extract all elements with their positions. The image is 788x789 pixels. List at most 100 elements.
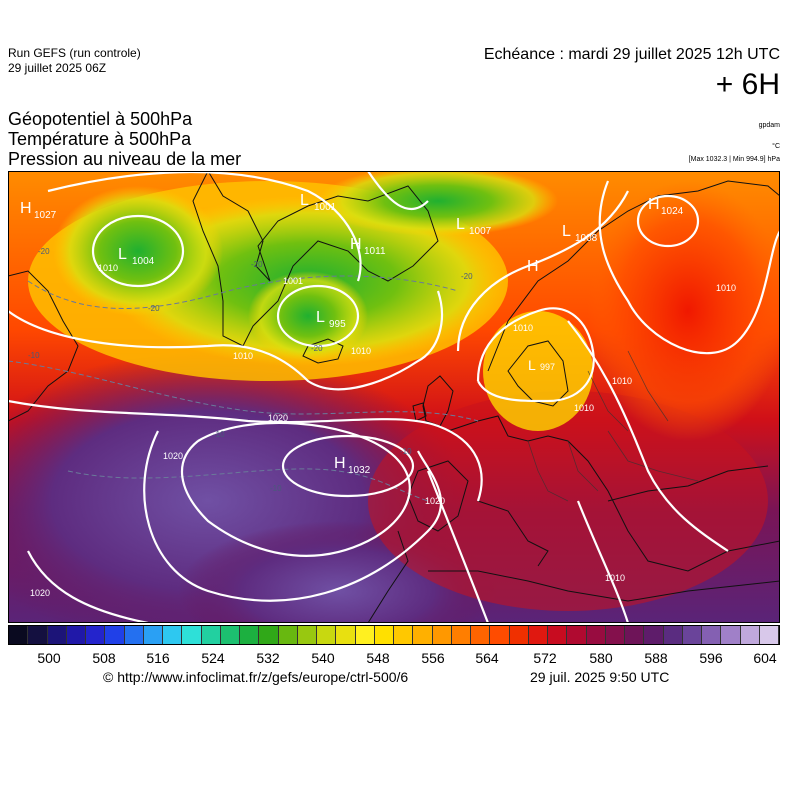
isobar-low-997 <box>476 307 595 403</box>
color-scale-swatch <box>740 626 760 644</box>
color-scale-tick: 532 <box>256 650 280 666</box>
color-scale-swatch <box>201 626 221 644</box>
iceland-coast <box>302 338 344 364</box>
center-letter: L <box>118 246 127 263</box>
isobar-1020-iberia <box>426 470 490 623</box>
center-letter: L <box>316 309 325 326</box>
isobar-1032-high <box>281 434 415 498</box>
unit-celsius: °C <box>772 143 780 150</box>
coastlines <box>8 171 780 623</box>
center-letter: L <box>562 223 571 240</box>
center-letter: H <box>527 258 539 275</box>
russia-warm-field <box>588 181 780 441</box>
isobar-high-1024 <box>636 194 700 248</box>
color-scale-tick: 556 <box>421 650 445 666</box>
isobar-label: 1010 <box>98 263 118 273</box>
run-date: 29 juillet 2025 06Z <box>8 61 107 75</box>
borders <box>527 350 699 502</box>
center-letter: L <box>528 357 536 373</box>
unit-gpdam: gpdam <box>758 122 780 129</box>
field-geopotential: Géopotentiel à 500hPa <box>8 109 193 129</box>
scandinavia-trough-field <box>483 311 593 431</box>
temp-label: -10 <box>213 430 225 439</box>
baltic-coast <box>507 340 569 407</box>
color-scale-tick: 564 <box>475 650 499 666</box>
color-scale-swatch <box>163 626 183 644</box>
border-line-1 <box>527 440 569 502</box>
center-letter: H <box>648 196 660 213</box>
color-scale-swatch <box>432 626 452 644</box>
isobar-1010-se <box>576 500 630 623</box>
color-scale-tick: 500 <box>37 650 61 666</box>
continental-coast <box>447 415 780 572</box>
isobar-low-995 <box>276 284 360 348</box>
color-scale-swatch <box>586 626 606 644</box>
color-scale-swatch <box>220 626 240 644</box>
isobars <box>8 171 780 623</box>
britain-coast <box>422 375 454 427</box>
center-letter: L <box>456 216 465 233</box>
color-scale-swatch <box>143 626 163 644</box>
center-value: 1011 <box>364 246 386 257</box>
color-scale-swatch <box>47 626 67 644</box>
isobar-north-1 <box>47 171 362 282</box>
center-value: 1027 <box>34 210 57 221</box>
border-line-4 <box>587 370 629 432</box>
border-line-5 <box>627 350 669 422</box>
isobar-label: 1010 <box>513 323 533 333</box>
color-scale-tick: 516 <box>146 650 170 666</box>
run-title: Run GEFS (run controle) <box>8 46 141 60</box>
weather-map: H 1027 L 1004 L 1001 H 1011 L 1007 L 100… <box>8 171 780 623</box>
color-scale-swatch <box>278 626 298 644</box>
isobar-label: 1010 <box>605 573 625 583</box>
color-scale-tick: 580 <box>589 650 613 666</box>
africa-north-coast <box>428 570 780 602</box>
greenland-low-field <box>53 186 223 316</box>
color-scale-swatch <box>297 626 317 644</box>
color-scale-swatch <box>28 626 48 644</box>
color-scale-tick: 508 <box>92 650 116 666</box>
color-scale-swatch <box>259 626 279 644</box>
color-scale-tick: 540 <box>311 650 335 666</box>
temperature-labels: -20 -20 -20 -20 -20 -10 -10 -10 -10 <box>28 247 473 493</box>
color-scale-swatch <box>490 626 510 644</box>
isobar-1010-atlantic <box>8 290 443 391</box>
isobar-label: 1010 <box>351 346 371 356</box>
greenland-coast <box>192 171 439 347</box>
isotherm-minus10-north <box>8 360 479 422</box>
isobar-1020-south <box>143 430 442 602</box>
border-line-3 <box>607 430 699 482</box>
color-scale-swatch <box>394 626 414 644</box>
color-scale-bar <box>8 625 780 645</box>
color-scale-tick: 572 <box>533 650 557 666</box>
color-scale-swatch <box>663 626 683 644</box>
isobar-1020-north <box>8 399 483 502</box>
center-value: 1007 <box>469 226 492 237</box>
field-temperature: Température à 500hPa <box>8 129 192 149</box>
isobar-label: 1020 <box>268 413 288 423</box>
color-scale-swatch <box>548 626 568 644</box>
center-value: 1004 <box>132 256 155 267</box>
low-995-field <box>248 271 368 361</box>
isobar-1020-sw <box>27 550 149 623</box>
color-scale-swatch <box>336 626 356 644</box>
color-scale-swatch <box>567 626 587 644</box>
color-scale-swatch <box>240 626 260 644</box>
isobar-label: 1010 <box>612 376 632 386</box>
color-scale-tick: 588 <box>644 650 668 666</box>
color-scale-tick: 548 <box>366 650 390 666</box>
forecast-valid-time: Echéance : mardi 29 juillet 2025 12h UTC <box>483 46 780 63</box>
source-link[interactable]: © http://www.infoclimat.fr/z/gefs/europe… <box>103 669 409 685</box>
color-scale-swatch <box>9 626 29 644</box>
labrador-coast <box>8 270 79 422</box>
temp-label: -10 <box>28 351 40 360</box>
center-value: 997 <box>540 362 555 372</box>
arctic-low-field <box>318 171 558 236</box>
color-scale-tick: 604 <box>753 650 777 666</box>
center-value: 1008 <box>575 233 598 244</box>
isobar-label: 1020 <box>30 588 50 598</box>
color-scale-swatch <box>374 626 394 644</box>
isobar-label: 1020 <box>163 451 183 461</box>
isobar-label: 1010 <box>574 403 594 413</box>
unit-pressure-range: [Max 1032.3 | Min 994.9] hPa <box>688 156 780 163</box>
